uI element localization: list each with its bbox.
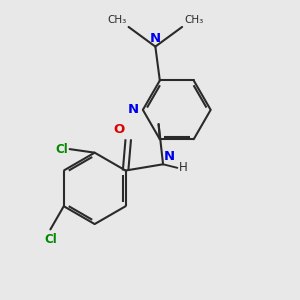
Text: N: N (127, 103, 138, 116)
Text: CH₃: CH₃ (108, 15, 127, 25)
Text: Cl: Cl (44, 233, 57, 246)
Text: CH₃: CH₃ (184, 15, 203, 25)
Text: N: N (164, 150, 175, 164)
Text: Cl: Cl (55, 142, 68, 156)
Text: O: O (114, 123, 125, 136)
Text: N: N (150, 32, 161, 45)
Text: H: H (179, 161, 188, 174)
